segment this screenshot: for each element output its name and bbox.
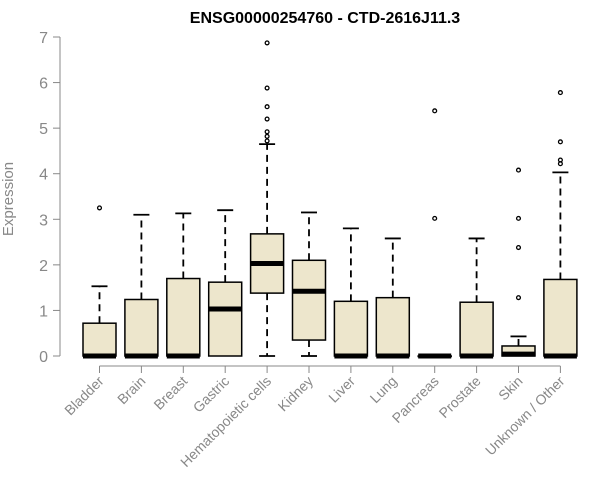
box-skin xyxy=(501,167,536,357)
outlier-point xyxy=(264,129,270,135)
chart-title: ENSG00000254760 - CTD-2616J11.3 xyxy=(190,10,461,27)
box-prostate xyxy=(459,237,494,359)
interquartile-box xyxy=(124,298,159,357)
outlier-point xyxy=(432,215,438,221)
x-tick-label: Breast xyxy=(150,373,190,413)
box-gastric xyxy=(207,209,243,357)
interquartile-box xyxy=(82,322,117,357)
box-kidney xyxy=(291,211,327,357)
x-tick-label: Unknown / Other xyxy=(482,373,568,459)
outlier-point xyxy=(515,244,522,251)
interquartile-box xyxy=(166,277,201,357)
outlier-point xyxy=(264,133,270,139)
plot-area xyxy=(82,40,578,359)
interquartile-box xyxy=(207,281,243,357)
y-tick-label: 7 xyxy=(39,30,48,47)
box-unknown-other xyxy=(543,90,578,359)
box-liver xyxy=(333,227,369,359)
box-lung xyxy=(375,237,411,359)
outlier-point xyxy=(557,139,563,145)
box-brain xyxy=(124,213,159,359)
y-tick-label: 2 xyxy=(39,258,48,275)
x-tick-label: Kidney xyxy=(275,373,317,415)
y-tick-label: 1 xyxy=(39,303,48,320)
interquartile-box xyxy=(333,300,369,357)
box-breast xyxy=(166,212,201,359)
x-tick-label: Skin xyxy=(495,373,526,404)
outlier-point xyxy=(96,205,103,211)
interquartile-box xyxy=(291,259,327,341)
x-tick-label: Brain xyxy=(114,373,148,407)
outlier-point xyxy=(264,40,270,46)
x-tick-label: Bladder xyxy=(61,373,107,419)
outlier-point xyxy=(515,295,522,301)
x-tick-label: Pancreas xyxy=(389,373,442,426)
outlier-point xyxy=(264,85,270,91)
y-tick-label: 5 xyxy=(39,121,48,138)
interquartile-box xyxy=(543,278,578,357)
x-tick-label: Liver xyxy=(325,373,358,406)
interquartile-box xyxy=(459,301,494,357)
y-axis-label: Expression xyxy=(0,162,17,236)
outlier-point xyxy=(264,104,270,110)
box-bladder xyxy=(82,205,117,359)
outlier-point xyxy=(515,167,522,173)
x-tick-label: Lung xyxy=(367,373,400,406)
outlier-point xyxy=(515,215,522,221)
interquartile-box xyxy=(375,296,411,357)
outlier-point xyxy=(557,157,563,163)
y-tick-label: 4 xyxy=(39,167,48,184)
x-tick-label: Prostate xyxy=(436,373,484,421)
outlier-point xyxy=(557,90,563,96)
y-tick-label: 0 xyxy=(39,349,48,366)
outlier-point xyxy=(264,116,270,122)
box-hematopoietic-cells xyxy=(249,40,285,357)
y-tick-label: 3 xyxy=(39,212,48,229)
outlier-point xyxy=(432,108,438,114)
y-tick-label: 6 xyxy=(39,76,48,93)
outlier-point xyxy=(264,138,270,144)
box-pancreas xyxy=(417,108,452,359)
